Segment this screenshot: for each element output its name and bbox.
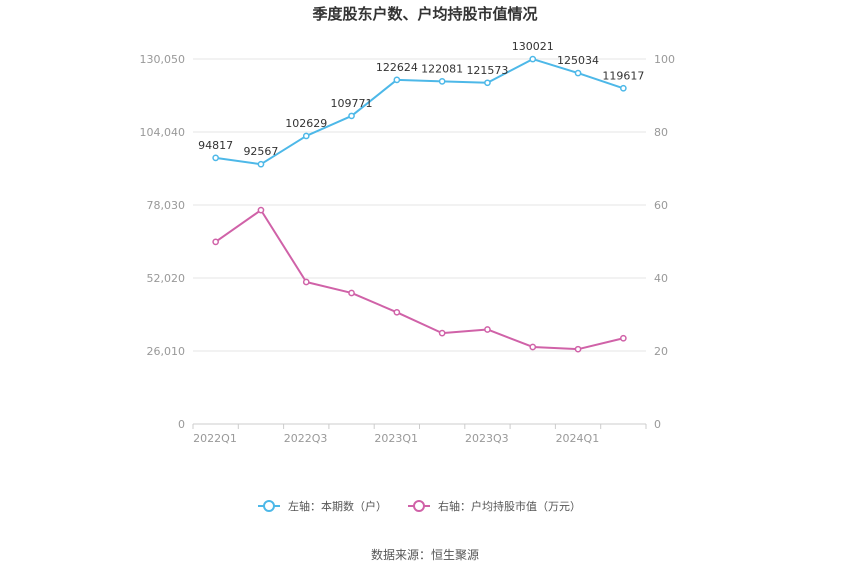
right-tick-label: 0 bbox=[654, 418, 661, 431]
data-label: 130021 bbox=[512, 40, 554, 53]
series-line-1 bbox=[215, 58, 624, 166]
series-2-point bbox=[484, 326, 491, 333]
series-1-point bbox=[257, 160, 265, 168]
left-tick-label: 130,050 bbox=[140, 53, 186, 66]
data-label: 94817 bbox=[198, 139, 233, 152]
right-tick-label: 60 bbox=[654, 199, 668, 212]
x-axis: 2022Q1 2022Q3 2023Q1 2023Q3 2024Q1 bbox=[192, 424, 647, 445]
series-2-point bbox=[620, 334, 627, 342]
series-line-2 bbox=[215, 209, 624, 351]
series-1-point bbox=[574, 69, 582, 77]
series-2-point bbox=[393, 308, 401, 316]
data-label: 122081 bbox=[421, 62, 463, 75]
series-1-point bbox=[438, 78, 446, 85]
series-2-point bbox=[348, 289, 355, 297]
series-lines: 94817 92567 102629 109771 122624 122081 121573… bbox=[198, 40, 644, 353]
data-label: 119617 bbox=[602, 69, 644, 82]
left-tick-label: 0 bbox=[178, 418, 185, 431]
series-2-point bbox=[438, 329, 446, 337]
series-1-point bbox=[212, 154, 219, 162]
x-tick-label: 2023Q3 bbox=[465, 432, 509, 445]
right-tick-label: 80 bbox=[654, 126, 668, 139]
series-2-point bbox=[302, 278, 310, 286]
series-2-point bbox=[574, 345, 582, 353]
data-label: 121573 bbox=[466, 64, 508, 77]
x-tick-label: 2024Q1 bbox=[556, 432, 600, 445]
right-axis-ticks: 0 20 40 60 80 100 bbox=[654, 53, 675, 431]
right-tick-label: 20 bbox=[654, 345, 668, 358]
gridlines bbox=[193, 58, 646, 425]
left-tick-label: 104,040 bbox=[140, 126, 186, 139]
series-1-point bbox=[484, 79, 491, 87]
series-1-point bbox=[348, 112, 355, 120]
left-tick-label: 78,030 bbox=[147, 199, 186, 212]
legend-label: 右轴：户均持股市值（万元） bbox=[438, 499, 581, 513]
series-1-point bbox=[620, 84, 627, 92]
series-2-point bbox=[257, 206, 265, 214]
left-tick-label: 26,010 bbox=[147, 345, 186, 358]
data-label: 92567 bbox=[243, 145, 278, 158]
data-source: 数据来源：恒生聚源 bbox=[371, 547, 479, 562]
chart-title: 季度股东户数、户均持股市值情况 bbox=[312, 5, 537, 23]
legend-label: 左轴：本期数（户） bbox=[288, 499, 387, 513]
left-tick-label: 52,020 bbox=[147, 272, 186, 285]
data-label: 125034 bbox=[557, 54, 599, 67]
legend-marker bbox=[413, 500, 425, 512]
legend[interactable]: 左轴：本期数（户） 右轴：户均持股市值（万元） bbox=[258, 499, 581, 513]
x-tick-label: 2023Q1 bbox=[374, 432, 418, 445]
x-tick-label: 2022Q1 bbox=[193, 432, 237, 445]
legend-marker bbox=[263, 500, 275, 512]
right-tick-label: 100 bbox=[654, 53, 675, 66]
x-tick-label: 2022Q3 bbox=[284, 432, 328, 445]
series-1-point bbox=[302, 132, 310, 140]
data-label: 122624 bbox=[376, 61, 418, 74]
data-label: 109771 bbox=[331, 97, 373, 110]
series-1-point bbox=[529, 55, 537, 63]
left-axis-ticks: 0 26,010 52,020 78,030 104,040 130,050 bbox=[140, 53, 186, 431]
series-1-point bbox=[393, 76, 401, 84]
series-2-point bbox=[212, 238, 219, 246]
series-2-point bbox=[529, 343, 537, 351]
data-label: 102629 bbox=[285, 117, 327, 130]
right-tick-label: 40 bbox=[654, 272, 668, 285]
